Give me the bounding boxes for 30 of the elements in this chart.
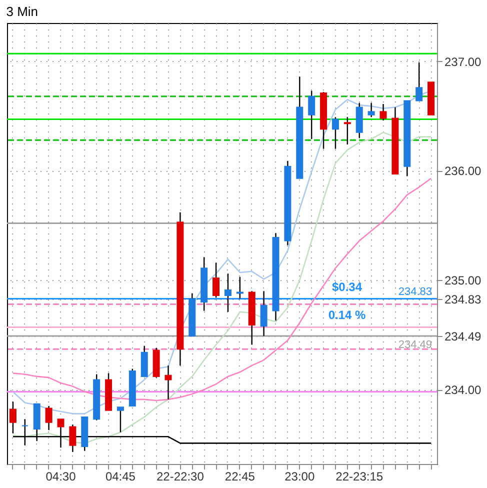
x-tick-label: 23:00 xyxy=(284,470,315,484)
y-tick-label: 234.00 xyxy=(444,383,482,398)
y-tick-label: 235.00 xyxy=(444,274,482,288)
chart-title: 3 Min xyxy=(6,4,38,19)
ref-line-label: 234.49 xyxy=(398,338,432,351)
ref-line-label: 234.83 xyxy=(398,286,432,298)
x-tick-label: 22-23:15 xyxy=(336,470,384,484)
candlestick xyxy=(332,116,339,150)
candlestick xyxy=(416,62,423,102)
candlestick xyxy=(344,116,351,146)
candlestick xyxy=(45,405,52,431)
candlestick xyxy=(380,103,387,121)
x-tick-label: 04:30 xyxy=(46,470,76,484)
x-tick-label: 22:45 xyxy=(224,470,256,484)
candlestick xyxy=(308,90,316,140)
x-tick-label: 04:45 xyxy=(105,470,136,484)
y-tick-label: 234.49 xyxy=(444,329,482,344)
annotation: 0.14 % xyxy=(328,308,366,322)
candlestick xyxy=(224,272,232,312)
annotation: $0.34 xyxy=(332,280,362,294)
y-tick-label: 236.00 xyxy=(444,164,482,178)
candlestick xyxy=(236,276,244,300)
candlestick xyxy=(116,406,124,433)
candlestick xyxy=(164,364,172,400)
candlestick xyxy=(260,290,268,337)
candlestick xyxy=(368,102,375,118)
candlestick xyxy=(212,262,220,298)
y-tick-label: 234.83 xyxy=(444,292,482,306)
x-tick-label: 22-22:30 xyxy=(156,470,204,484)
y-tick-label: 237.00 xyxy=(444,54,482,69)
